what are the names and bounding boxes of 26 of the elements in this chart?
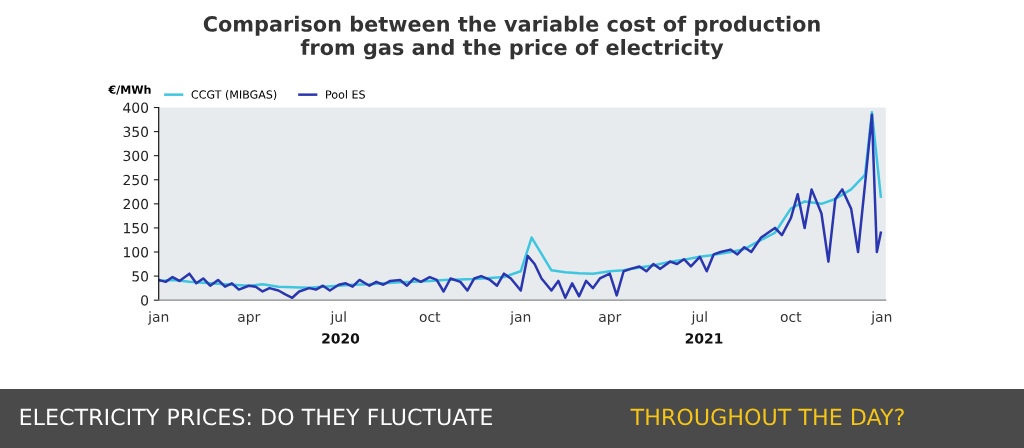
y-tick-label: 0 — [141, 295, 149, 306]
x-tick-label: apr — [599, 314, 622, 325]
x-tick-label: jan — [509, 311, 531, 325]
legend-label: Pool ES — [326, 90, 365, 99]
text: 2021 — [685, 333, 723, 344]
y-tick-label: 300 — [123, 150, 149, 162]
y-tick-label: 350 — [123, 126, 149, 138]
x-tick-label: apr — [238, 314, 261, 325]
y-tick-label: 150 — [124, 222, 149, 234]
y-tick-label: 50 — [132, 271, 149, 282]
x-tick-label: oct — [419, 312, 441, 323]
y-tick-label: 400 — [123, 102, 149, 113]
y-tick-label: 250 — [123, 174, 149, 186]
x-tick-label: jan — [870, 311, 892, 325]
x-tick-label: jan — [147, 311, 169, 325]
x-tick-label: oct — [780, 312, 802, 323]
y-tick-label: 100 — [124, 246, 149, 258]
y-axis-title: €/MWh — [108, 85, 151, 95]
text: 2020 — [322, 333, 360, 344]
legend-label: CCGT (MIBGAS) — [191, 90, 277, 101]
x-tick-label: jul — [691, 311, 707, 325]
text: ELECTRICITY PRICES: DO THEY FLUCTUATE — [20, 408, 492, 426]
chart-title: Comparison between the variable cost of production from gas and the price of electricity — [203, 15, 820, 60]
y-tick-label: 200 — [123, 198, 149, 210]
x-tick-label: jul — [330, 311, 346, 325]
text: THROUGHOUT THE DAY? — [630, 408, 904, 426]
